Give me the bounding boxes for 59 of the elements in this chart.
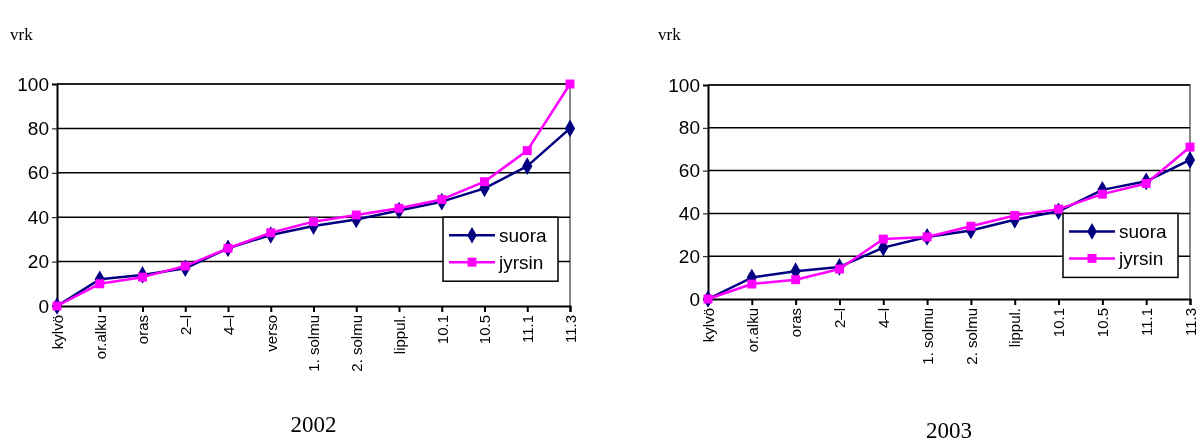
x-tick-label: oras [787, 308, 805, 338]
x-tick-label: 11.1 [1137, 308, 1155, 337]
legend-label: suora [499, 224, 547, 246]
y-tick-label: 80 [678, 117, 700, 139]
x-tick-label: verso [262, 315, 280, 352]
x-tick-label: 1. solmu [918, 308, 936, 365]
point [480, 177, 489, 187]
x-tick-label: 4–l [219, 315, 237, 336]
y-axis-title: vrk [658, 25, 682, 44]
point [922, 232, 932, 242]
y-tick-label: 100 [668, 74, 700, 96]
y-tick-label: 60 [678, 160, 700, 182]
y-tick-label: 0 [689, 288, 700, 310]
point [180, 261, 190, 271]
x-tick-label: 11.3 [561, 315, 579, 344]
x-tick-label: lippul. [1006, 308, 1024, 348]
y-tick-label: 60 [27, 162, 49, 184]
y-tick-label: 80 [27, 117, 49, 139]
x-tick-label: 2–l [831, 308, 849, 329]
point [1054, 204, 1064, 214]
legend-label: suora [1119, 221, 1167, 243]
x-tick-label: 1. solmu [305, 315, 323, 372]
point [878, 234, 888, 244]
legend-label: jyrsin [498, 251, 544, 273]
point [1185, 142, 1195, 152]
x-axis-title: 2002 [290, 412, 337, 437]
point [747, 279, 757, 289]
x-tick-label: oras [134, 315, 152, 345]
x-tick-label: kylvö [699, 308, 717, 343]
point [394, 203, 404, 213]
x-tick-label: lippul. [390, 315, 408, 355]
x-tick-label: 10.1 [433, 315, 451, 345]
x-tick-label: 4–l [875, 308, 893, 329]
x-tick-label: 11.1 [519, 315, 536, 344]
y-tick-label: 100 [17, 73, 49, 95]
point [437, 194, 447, 204]
x-tick-label: 10.5 [1094, 308, 1112, 338]
x-axis-title: 2003 [926, 418, 972, 443]
point [138, 272, 147, 282]
x-tick-label: kylvö [48, 315, 66, 350]
y-tick-label: 20 [678, 245, 700, 267]
point [266, 228, 276, 238]
legend-label: jyrsin [1118, 248, 1164, 270]
y-tick-label: 20 [27, 251, 49, 273]
x-tick-label: or.alku [743, 308, 761, 353]
x-tick-label: 2. solmu [348, 315, 365, 372]
y-tick-label: 40 [678, 202, 700, 224]
y-axis-title: vrk [10, 25, 34, 44]
point [522, 146, 532, 156]
y-tick-label: 0 [38, 295, 49, 317]
point [791, 275, 801, 285]
x-tick-label: or.alku [91, 315, 109, 360]
x-tick-label: 10.5 [476, 315, 494, 345]
x-tick-label: 2–l [177, 315, 194, 336]
x-tick-label: 2. solmu [962, 308, 980, 365]
y-tick-label: 40 [27, 206, 49, 228]
x-tick-label: 10.1 [1050, 308, 1068, 338]
x-tick-label: 11.3 [1181, 308, 1198, 337]
point [966, 221, 976, 231]
